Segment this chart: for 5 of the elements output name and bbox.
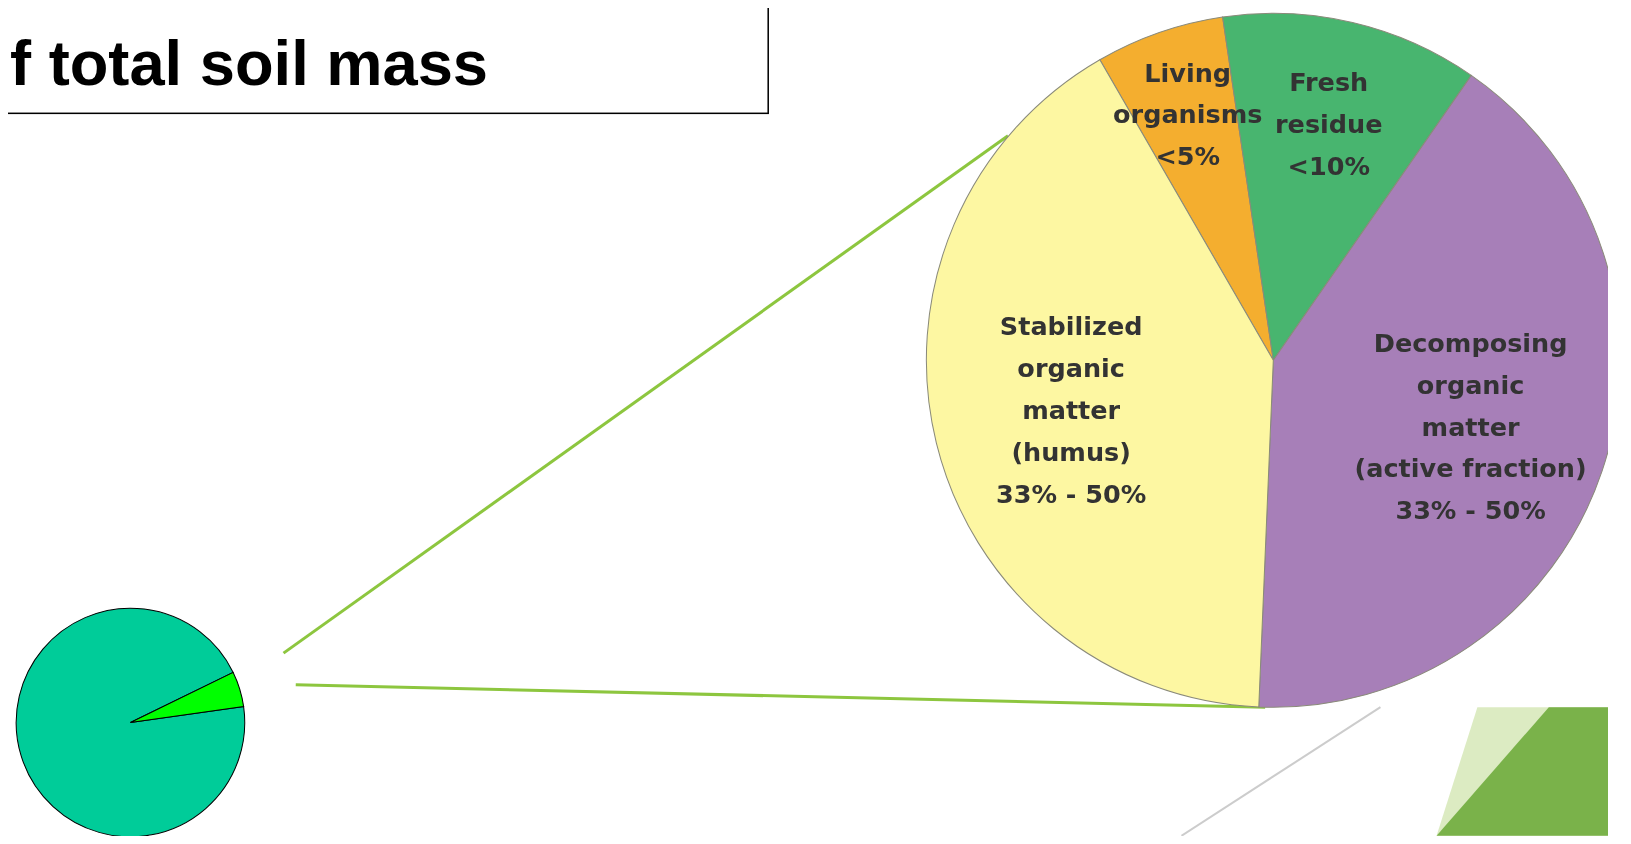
slice-label: Decomposing organic matter (active fraction) 33% - 50% xyxy=(1354,327,1587,526)
chart-title: f total soil mass xyxy=(10,27,489,98)
slice-label: Stabilized organic matter (humus) 33% - 50% xyxy=(995,311,1147,509)
pie-slice xyxy=(15,607,246,836)
slice-label: Fresh residue <10% xyxy=(1275,66,1383,181)
